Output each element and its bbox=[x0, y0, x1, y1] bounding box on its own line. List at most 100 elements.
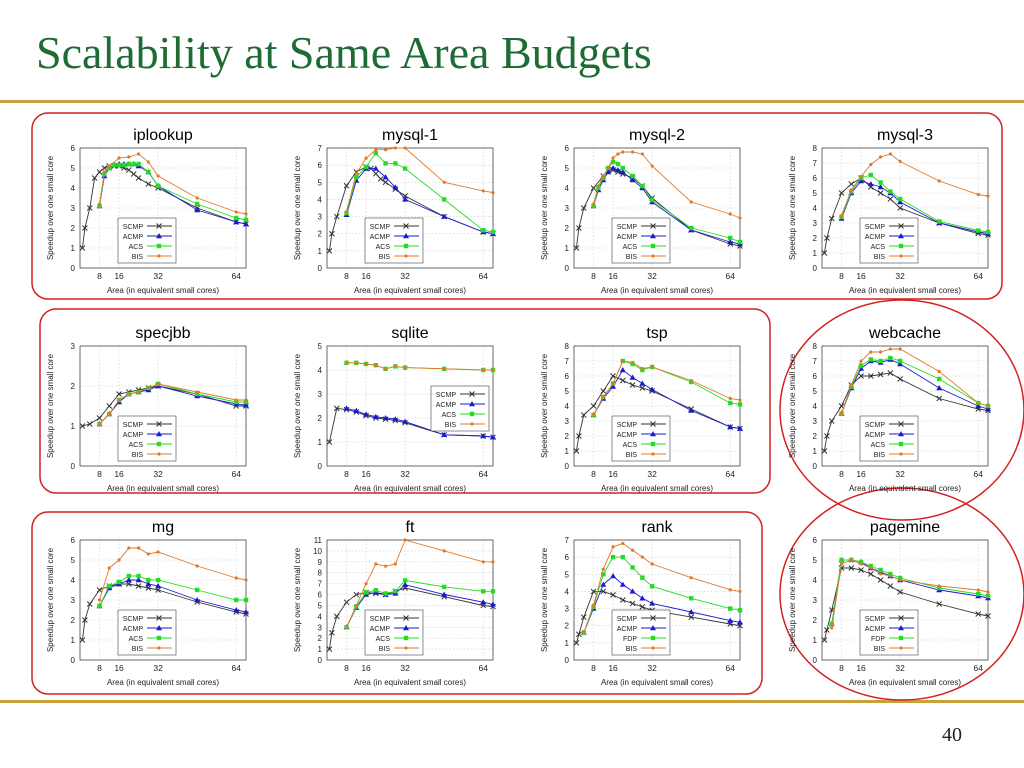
data-point bbox=[127, 155, 131, 159]
data-point bbox=[136, 161, 141, 167]
data-point bbox=[640, 575, 645, 580]
legend-label: BIS bbox=[379, 254, 391, 261]
legend-marker bbox=[157, 646, 161, 650]
y-axis-label: Speedup over one small core bbox=[46, 547, 55, 652]
data-point bbox=[937, 369, 941, 374]
data-point bbox=[737, 239, 743, 245]
x-axis-label: Area (in equivalent small cores) bbox=[107, 484, 219, 493]
data-point bbox=[629, 382, 636, 388]
x-tick-label: 16 bbox=[361, 663, 371, 673]
data-point bbox=[130, 171, 137, 177]
x-tick-label: 32 bbox=[647, 663, 657, 673]
data-point bbox=[985, 406, 991, 412]
y-tick-label: 4 bbox=[71, 576, 76, 585]
data-point bbox=[580, 614, 587, 620]
x-tick-label: 8 bbox=[97, 663, 102, 673]
data-point bbox=[373, 150, 379, 156]
data-point bbox=[727, 424, 734, 430]
data-point bbox=[897, 205, 903, 211]
data-point bbox=[393, 146, 397, 150]
y-tick-label: 4 bbox=[813, 402, 818, 411]
data-point bbox=[610, 165, 617, 171]
data-point bbox=[888, 189, 893, 194]
y-tick-label: 3 bbox=[318, 390, 323, 399]
legend-label: SCMP bbox=[865, 422, 886, 429]
legend-marker bbox=[469, 401, 475, 407]
data-point bbox=[121, 162, 127, 168]
data-point bbox=[688, 407, 695, 413]
y-tick-label: 5 bbox=[71, 164, 76, 173]
series-line bbox=[346, 584, 494, 628]
chart-title: webcache bbox=[868, 325, 941, 342]
data-point bbox=[155, 577, 161, 583]
y-tick-label: 7 bbox=[813, 357, 818, 366]
series-line bbox=[841, 359, 989, 414]
data-point bbox=[374, 363, 378, 367]
series-bis bbox=[582, 541, 742, 635]
x-tick-label: 32 bbox=[400, 663, 410, 673]
data-point bbox=[897, 575, 903, 581]
series-bis bbox=[97, 382, 248, 426]
series-acmp bbox=[343, 405, 496, 440]
series-line bbox=[593, 360, 741, 416]
data-point bbox=[596, 185, 601, 191]
data-point bbox=[985, 613, 991, 619]
y-tick-label: 5 bbox=[318, 342, 323, 351]
series-bis bbox=[97, 152, 248, 216]
data-point bbox=[821, 250, 828, 256]
data-point bbox=[326, 439, 333, 445]
data-point bbox=[96, 169, 103, 175]
data-point bbox=[610, 373, 616, 379]
data-point bbox=[329, 230, 335, 237]
data-point bbox=[234, 597, 239, 603]
data-point bbox=[116, 162, 122, 168]
legend: SCMP ACMP FDP BIS bbox=[611, 609, 671, 656]
data-point bbox=[145, 581, 152, 587]
series-line bbox=[99, 383, 246, 425]
y-tick-label: 0 bbox=[813, 462, 818, 471]
data-point bbox=[333, 213, 340, 220]
legend-label: SCMP bbox=[370, 224, 391, 231]
data-point bbox=[601, 174, 605, 178]
series-line bbox=[99, 163, 247, 225]
y-tick-label: 3 bbox=[318, 213, 323, 222]
data-point bbox=[343, 599, 350, 606]
data-point bbox=[194, 201, 200, 207]
data-point bbox=[737, 402, 743, 407]
x-tick-label: 64 bbox=[232, 469, 242, 479]
legend-label: BIS bbox=[874, 452, 886, 459]
y-tick-label: 4 bbox=[565, 587, 570, 596]
data-point bbox=[402, 166, 408, 171]
y-tick-label: 6 bbox=[813, 174, 818, 183]
data-point bbox=[867, 373, 874, 379]
data-point bbox=[591, 604, 596, 610]
data-point bbox=[107, 566, 111, 570]
x-axis-label: Area (in equivalent small cores) bbox=[601, 678, 713, 687]
y-tick-label: 4 bbox=[565, 184, 570, 193]
data-point bbox=[117, 558, 121, 562]
data-point bbox=[590, 185, 597, 191]
legend-marker bbox=[470, 422, 474, 426]
data-point bbox=[985, 229, 991, 235]
x-tick-label: 8 bbox=[97, 271, 102, 281]
x-tick-label: 16 bbox=[608, 469, 618, 479]
chart-title: mysql-1 bbox=[382, 127, 438, 144]
data-point bbox=[877, 190, 884, 196]
data-point bbox=[868, 172, 874, 178]
data-point bbox=[877, 184, 884, 190]
data-point bbox=[590, 588, 597, 595]
y-tick-label: 10 bbox=[313, 547, 322, 556]
legend-label: FDP bbox=[871, 636, 885, 643]
data-point bbox=[976, 591, 981, 597]
y-tick-label: 0 bbox=[318, 264, 323, 273]
data-point bbox=[887, 196, 894, 202]
data-point bbox=[898, 578, 902, 582]
y-tick-label: 6 bbox=[565, 553, 570, 562]
data-point bbox=[481, 589, 486, 594]
x-tick-label: 8 bbox=[97, 469, 102, 479]
data-point bbox=[629, 177, 636, 183]
data-point bbox=[688, 596, 694, 601]
legend-marker bbox=[469, 391, 475, 397]
legend-label: SCMP bbox=[436, 392, 457, 399]
data-point bbox=[688, 609, 695, 615]
